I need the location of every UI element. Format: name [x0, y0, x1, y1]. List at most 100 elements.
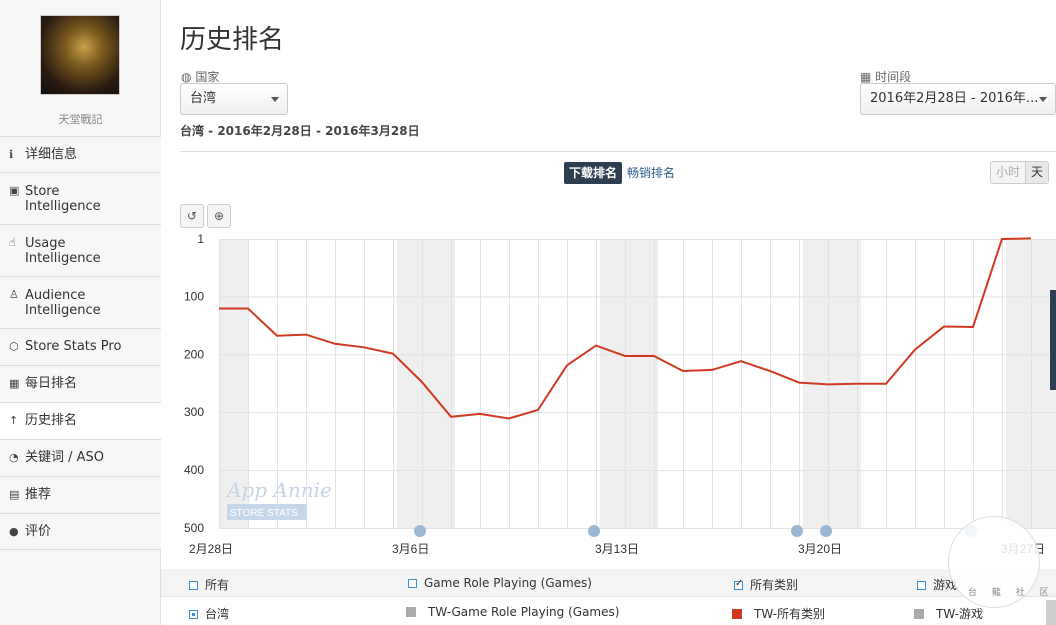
reset-zoom-button[interactable]: ↺: [180, 204, 204, 228]
bookmark-icon: ▤: [9, 488, 20, 501]
legend-row-categories: 所有 Game Role Playing (Games) 所有类别 游戏: [161, 569, 1056, 597]
nav-label: 评价: [25, 524, 52, 539]
hour-button[interactable]: 小时: [991, 162, 1027, 183]
nav-label: 每日排名: [25, 376, 78, 391]
nav-store-stats-pro[interactable]: ⬡ Store Stats Pro: [0, 328, 161, 365]
store-stats-badge: [227, 504, 307, 520]
comment-icon: ●: [9, 525, 19, 538]
range-summary: 台湾 - 2016年2月28日 - 2016年3月28日: [180, 124, 420, 138]
legend-country-radio[interactable]: 台湾: [189, 605, 229, 622]
x-tick-label: 3月20日: [798, 542, 842, 556]
annotation-marker-icon: [588, 525, 600, 537]
y-tick-label: 400: [184, 463, 204, 477]
globe-icon: ◍: [181, 70, 192, 84]
nav-daily-rank[interactable]: ▦ 每日排名: [0, 365, 161, 402]
app-annie-watermark: App Annie: [225, 478, 332, 502]
legend-filter-all[interactable]: 所有: [189, 576, 229, 593]
nav-divider: [0, 549, 161, 550]
audience-icon: ♙: [9, 288, 19, 301]
annotation-marker-icon: [791, 525, 803, 537]
nav-label: Usage Intelligence: [25, 236, 101, 266]
sidebar: 天堂戰記 ℹ 详细信息 ▣ Store Intelligence ☝ Usage Inte…: [0, 0, 161, 625]
chevron-down-icon: [271, 97, 279, 102]
store-stats-label: STORE STATS: [230, 508, 298, 519]
zoom-button[interactable]: ⊕: [207, 204, 231, 228]
chart-panel: [180, 151, 1056, 569]
legend-filter-rpg[interactable]: Game Role Playing (Games): [408, 576, 592, 590]
country-label: ◍ 国家: [181, 70, 220, 84]
main-content: 历史排名 ◍ 国家 台湾 ▦ 时间段 2016年2月28日 - 2016年...…: [161, 0, 1056, 625]
y-tick-label: 1: [197, 232, 204, 246]
legend-filter-all-categories[interactable]: 所有类别: [734, 576, 798, 593]
checkbox[interactable]: [917, 581, 926, 590]
nav-label: Store Intelligence: [25, 184, 101, 214]
checkbox-checked[interactable]: [734, 578, 743, 590]
y-tick-label: 200: [184, 347, 204, 361]
usage-icon: ☝: [9, 236, 16, 249]
weekend-band: [397, 239, 455, 528]
community-watermark-logo: [948, 516, 1040, 608]
x-tick-label: 2月28日: [189, 542, 233, 556]
store-stats-icon: ⬡: [9, 340, 19, 353]
series-swatch: [732, 609, 742, 619]
nav-audience-intelligence[interactable]: ♙ Audience Intelligence: [0, 276, 161, 328]
period-select[interactable]: 2016年2月28日 - 2016年...: [860, 83, 1056, 115]
chevron-down-icon: [1039, 97, 1047, 102]
radio-selected[interactable]: [189, 610, 198, 619]
side-feedback-tab[interactable]: [1050, 290, 1056, 390]
country-select-value: 台湾: [190, 91, 217, 106]
nav-label: Store Stats Pro: [25, 339, 122, 354]
nav-keywords-aso[interactable]: ◔ 关键词 / ASO: [0, 439, 161, 476]
app-avatar[interactable]: [40, 15, 120, 95]
reset-icon: ↺: [186, 209, 198, 223]
series-line-all-categories: [219, 237, 1032, 420]
nav-details[interactable]: ℹ 详细信息: [0, 136, 161, 172]
info-icon: ℹ: [9, 148, 14, 161]
nav-label: 关键词 / ASO: [25, 450, 105, 465]
legend-filter-games[interactable]: 游戏: [917, 576, 957, 593]
nav-label: Audience Intelligence: [25, 288, 101, 318]
nav-usage-intelligence[interactable]: ☝ Usage Intelligence: [0, 224, 161, 276]
annotation-marker-icon: [820, 525, 832, 537]
checkbox[interactable]: [189, 581, 198, 590]
keyword-icon: ◔: [9, 451, 19, 464]
legend-series-rpg[interactable]: TW-Game Role Playing (Games): [406, 605, 619, 619]
nav-label: 历史排名: [25, 413, 78, 428]
x-tick-label: 3月13日: [595, 542, 639, 556]
nav-history-rank[interactable]: ↑ 历史排名: [0, 402, 161, 439]
period-select-value: 2016年2月28日 - 2016年...: [870, 91, 1039, 106]
granularity-toggle: 小时 天: [990, 161, 1050, 184]
y-tick-label: 300: [184, 405, 204, 419]
period-label: ▦ 时间段: [860, 70, 912, 84]
legend-series-games[interactable]: TW-游戏: [914, 605, 983, 622]
annotation-marker-icon: [414, 525, 426, 537]
nav-reviews[interactable]: ● 评价: [0, 513, 161, 550]
y-tick-label: 500: [184, 521, 204, 535]
weekend-band: [219, 239, 248, 528]
legend-panel: 所有 Game Role Playing (Games) 所有类别 游戏 台湾 …: [161, 569, 1056, 625]
app-name: 天堂戰記: [58, 113, 103, 126]
series-swatch: [406, 607, 416, 617]
nav-featured[interactable]: ▤ 推荐: [0, 476, 161, 513]
day-button[interactable]: 天: [1026, 162, 1049, 183]
y-tick-label: 100: [184, 289, 204, 303]
tab-download-rank[interactable]: 下载排名: [564, 162, 623, 184]
zoom-icon: ⊕: [213, 209, 225, 223]
community-watermark-text: 台 龍 社 区: [968, 588, 1055, 598]
arrow-up-icon: ↑: [9, 414, 19, 427]
scrollbar-thumb[interactable]: [1046, 600, 1056, 625]
rank-chart: 1 100 200 300 400 500 App Annie STORE STATS 2月28…: [184, 232, 1056, 556]
tab-grossing-rank[interactable]: 畅销排名: [627, 166, 676, 180]
series-swatch: [914, 609, 924, 619]
country-select[interactable]: 台湾: [180, 83, 288, 115]
checkbox[interactable]: [408, 579, 417, 588]
nav-store-intelligence[interactable]: ▣ Store Intelligence: [0, 172, 161, 224]
nav-label: 推荐: [25, 487, 52, 502]
page-title: 历史排名: [180, 25, 285, 55]
nav-label: 详细信息: [25, 147, 78, 162]
weekend-band: [600, 239, 658, 528]
calendar-icon: ▦: [9, 377, 20, 390]
calendar-icon: ▦: [860, 70, 872, 84]
store-icon: ▣: [9, 184, 20, 197]
legend-series-all[interactable]: TW-所有类别: [732, 605, 825, 622]
